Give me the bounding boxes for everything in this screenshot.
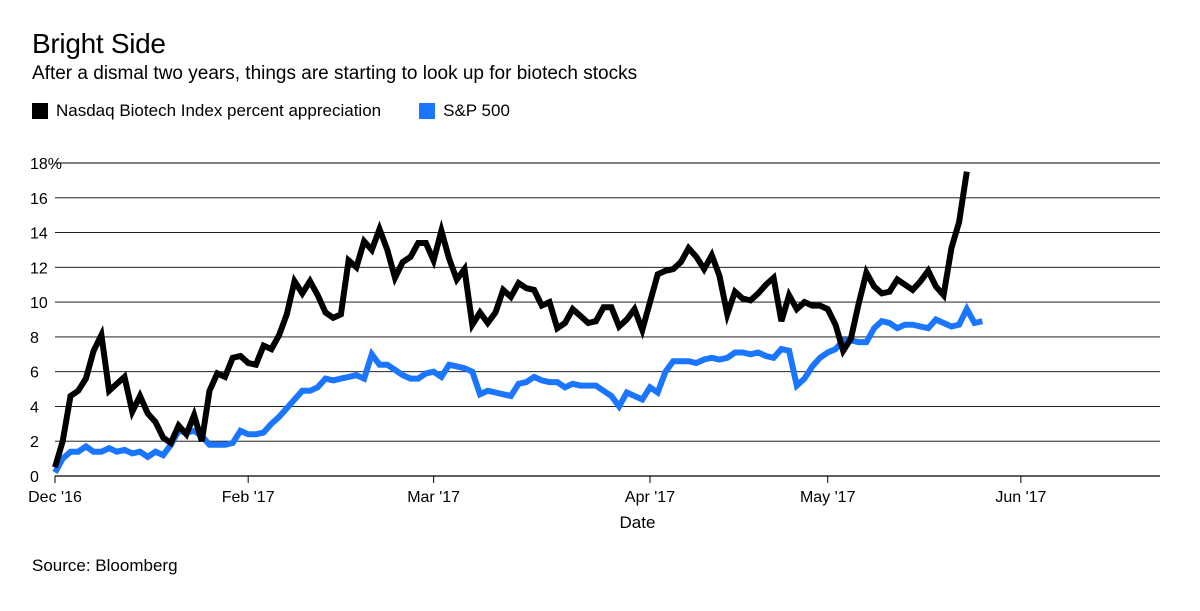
x-tick-label: Apr '17 [625,489,675,506]
legend-swatch-sp500 [419,103,436,119]
y-tick-label: 12 [30,260,48,277]
x-tick-label: Feb '17 [222,489,275,506]
x-tick-label: Mar '17 [407,489,460,506]
legend-item-biotech: Nasdaq Biotech Index percent appreciatio… [32,101,381,121]
y-tick-label: 14 [30,226,48,243]
legend: Nasdaq Biotech Index percent appreciatio… [32,101,548,121]
legend-item-sp500: S&P 500 [419,101,510,121]
legend-label-sp500: S&P 500 [443,101,510,120]
y-tick-label: 4 [30,399,39,416]
series-line-sp500 [52,302,983,474]
y-tick-label: 16 [30,191,48,208]
y-tick-label: 2 [30,434,39,451]
legend-label-biotech: Nasdaq Biotech Index percent appreciatio… [56,101,382,120]
y-tick-label: 10 [30,295,48,312]
x-tick-label: May '17 [800,489,856,506]
y-tick-label: 0 [30,469,39,486]
legend-swatch-biotech [32,103,48,119]
chart-subtitle: After a dismal two years, things are sta… [32,63,638,84]
source-note: Source: Bloomberg [32,556,178,575]
x-tick-label: Jun '17 [995,489,1046,506]
series-line-biotech [52,171,970,469]
y-tick-label: 8 [30,330,39,347]
x-tick-label: Dec '16 [28,489,82,506]
y-tick-label: 6 [30,365,39,382]
y-tick-label: 18% [30,156,62,173]
chart-title: Bright Side [32,28,166,59]
x-axis-label: Date [620,513,656,532]
